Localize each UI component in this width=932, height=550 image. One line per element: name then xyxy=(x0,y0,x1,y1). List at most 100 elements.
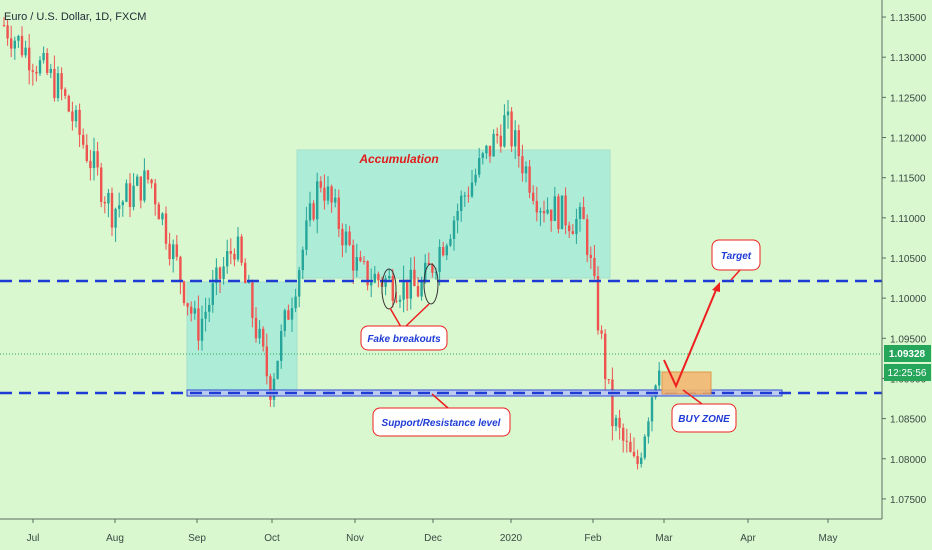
buy-zone-label[interactable]: BUY ZONE xyxy=(671,403,737,433)
candle-down xyxy=(6,25,9,39)
candle-down xyxy=(82,134,85,145)
target-label[interactable]: Target xyxy=(711,239,761,271)
candle-down xyxy=(100,167,103,202)
candle-down xyxy=(319,181,322,188)
candle-up xyxy=(301,249,304,271)
candle-up xyxy=(38,60,42,74)
candle-down xyxy=(366,261,369,286)
candle-down xyxy=(28,47,31,71)
candle-up xyxy=(384,278,387,287)
time-axis[interactable] xyxy=(0,519,932,550)
buy-zone-box[interactable] xyxy=(661,371,712,395)
candle-up xyxy=(308,203,312,221)
time-tick-label: 2020 xyxy=(500,533,523,544)
fake-breakout-ellipse-1 xyxy=(381,268,397,310)
accumulation-label[interactable]: Accumulation xyxy=(358,150,438,166)
candle-up xyxy=(578,206,582,219)
fake-breakout-ellipse-2 xyxy=(423,263,439,305)
price-tick-label: 1.12000 xyxy=(890,134,927,145)
candle-down xyxy=(182,281,186,304)
fake-breakouts-label[interactable]: Fake breakouts xyxy=(360,325,448,351)
candle-down xyxy=(53,68,56,99)
candle-down xyxy=(413,269,416,287)
candle-down xyxy=(218,267,222,279)
candle-up xyxy=(24,47,27,56)
candle-up xyxy=(640,457,643,465)
price-ticks: 1.13500 1.13000 1.12500 1.12000 1.11500 1.110… xyxy=(882,13,927,506)
candle-down xyxy=(190,306,193,314)
candle-up xyxy=(208,304,211,312)
time-tick-label: Nov xyxy=(346,533,364,544)
candle-up xyxy=(276,360,279,379)
candle-up xyxy=(247,282,250,284)
candle-down xyxy=(618,417,621,428)
candle-down xyxy=(362,261,366,263)
candle-up xyxy=(334,197,337,203)
support-resistance-label[interactable]: Support/Resistance level xyxy=(372,407,511,437)
candle-down xyxy=(186,303,189,307)
candle-down xyxy=(406,279,409,299)
candle-up xyxy=(650,397,654,422)
candle-up xyxy=(283,310,286,331)
price-tick-label: 1.07500 xyxy=(890,495,927,506)
candle-up xyxy=(49,68,52,73)
candle-up xyxy=(503,115,506,147)
candle-up xyxy=(226,250,229,267)
candle-down xyxy=(488,145,492,157)
candle-down xyxy=(287,310,290,320)
buy-zone-label-text: BUY ZONE xyxy=(678,414,730,425)
candle-down xyxy=(179,256,182,282)
candle-up xyxy=(211,283,214,305)
price-tick-label: 1.09500 xyxy=(890,334,927,345)
price-axis[interactable] xyxy=(882,0,932,519)
candle-up xyxy=(215,267,218,284)
candle-down xyxy=(359,257,362,262)
candle-up xyxy=(514,130,517,147)
price-tick-label: 1.10500 xyxy=(890,254,927,265)
current-price-value: 1.09328 xyxy=(889,349,926,360)
candle-up xyxy=(125,183,128,202)
fake-breakout-pointer-2 xyxy=(404,303,430,328)
candle-up xyxy=(449,239,452,246)
candle-down xyxy=(352,245,355,271)
candle-up xyxy=(463,195,466,197)
candle-down xyxy=(596,276,600,331)
current-price-badge xyxy=(884,345,931,362)
candle-up xyxy=(355,257,358,271)
candle-down xyxy=(139,176,142,201)
candle-down xyxy=(164,213,168,244)
candle-down xyxy=(64,89,67,96)
candle-down xyxy=(348,231,351,246)
candle-down xyxy=(265,346,268,377)
candle-up xyxy=(478,157,481,175)
candle-down xyxy=(431,264,434,273)
target-pointer xyxy=(730,269,741,281)
candle-down xyxy=(557,196,560,230)
support-resistance-label-text: Support/Resistance level xyxy=(382,418,501,429)
candle-down xyxy=(2,25,6,27)
candle-up xyxy=(193,308,196,314)
candle-down xyxy=(85,144,88,161)
candle-up xyxy=(539,211,542,213)
candle-down xyxy=(251,282,254,318)
candle-down xyxy=(636,456,639,465)
countdown-badge xyxy=(884,364,931,381)
candle-up xyxy=(114,208,117,228)
candle-up xyxy=(294,296,297,309)
price-tick-label: 1.13500 xyxy=(890,13,927,24)
candle-up xyxy=(492,133,495,157)
target-arrow-head xyxy=(712,282,720,292)
candle-up xyxy=(280,330,283,361)
candle-down xyxy=(150,179,153,184)
candle-down xyxy=(532,192,535,201)
candle-down xyxy=(110,192,114,228)
candle-down xyxy=(20,35,24,56)
candle-down xyxy=(607,379,610,381)
candle-up xyxy=(402,279,405,300)
candle-down xyxy=(604,333,607,380)
candle-down xyxy=(467,195,470,197)
candle-up xyxy=(132,185,135,208)
candle-down xyxy=(35,71,38,74)
